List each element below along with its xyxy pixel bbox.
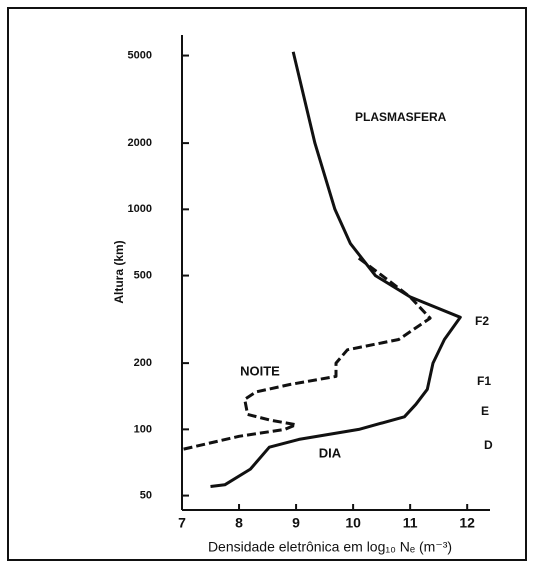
y-tick-label: 1000 xyxy=(128,203,152,215)
y-tick-label: 500 xyxy=(134,269,152,281)
x-tick-label: 10 xyxy=(345,515,361,531)
y-tick-label: 200 xyxy=(134,357,152,369)
x-tick-label: 11 xyxy=(403,515,418,531)
annotation: F2 xyxy=(475,314,489,328)
annotation: PLASMASFERA xyxy=(355,110,447,124)
x-tick-label: 9 xyxy=(292,515,300,531)
annotation: F1 xyxy=(477,374,491,388)
profile-line xyxy=(210,51,462,488)
x-tick-label: 12 xyxy=(459,515,475,531)
y-tick-label: 5000 xyxy=(128,49,152,61)
x-tick-label: 8 xyxy=(235,515,243,531)
y-axis-label: Altura (km) xyxy=(112,240,126,303)
y-tick-label: 2000 xyxy=(128,137,152,149)
series-label: NOITE xyxy=(240,363,280,378)
profile-line xyxy=(181,256,432,451)
x-axis-label: Densidade eletrônica em log₁₀ Nₑ (m⁻³) xyxy=(208,539,452,555)
annotation: D xyxy=(484,438,493,452)
frame xyxy=(7,7,527,561)
y-tick-label: 50 xyxy=(140,489,152,501)
annotation: E xyxy=(481,404,489,418)
x-tick-label: 7 xyxy=(178,515,186,531)
series-label: DIA xyxy=(319,445,342,460)
y-tick-label: 100 xyxy=(134,423,152,435)
